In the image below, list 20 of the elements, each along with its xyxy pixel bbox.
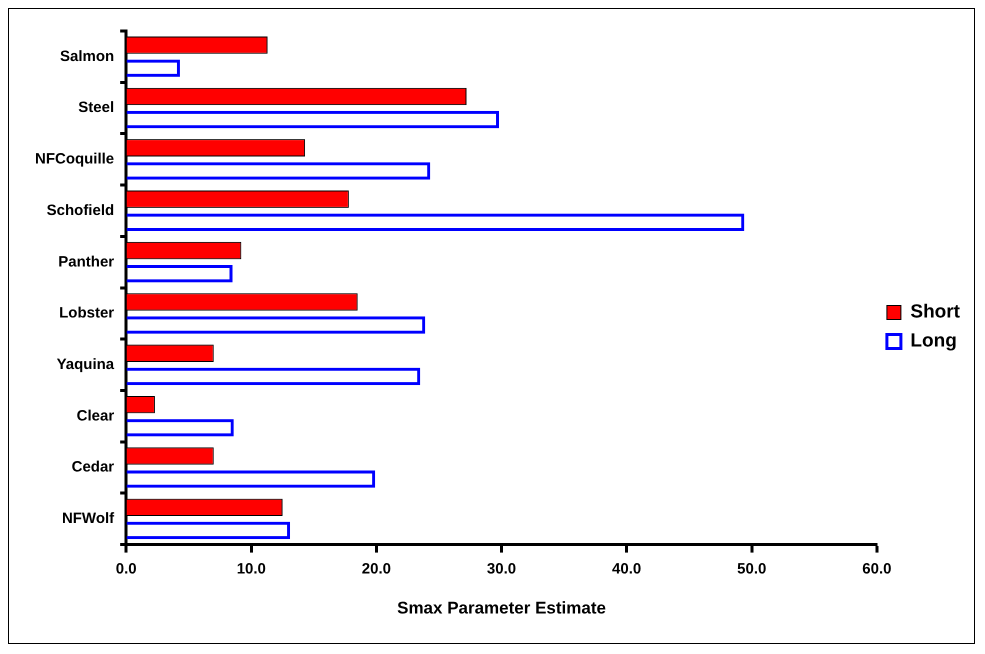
y-tick-label: Steel	[78, 99, 114, 116]
x-tick-label: 20.0	[362, 560, 392, 578]
x-tick-label: 50.0	[737, 560, 766, 578]
legend-label: Long	[910, 330, 957, 352]
x-tick-label: 40.0	[612, 560, 642, 578]
y-tick-label: Schofield	[46, 202, 114, 219]
y-tick-label: Panther	[58, 253, 114, 270]
y-tick-label: Cedar	[72, 458, 114, 476]
y-tick-label: Lobster	[59, 304, 114, 322]
x-tick-label: 0.0	[116, 560, 137, 578]
x-tick-label: 30.0	[486, 560, 516, 578]
y-tick-label: Salmon	[60, 48, 114, 65]
x-axis-title: Smax Parameter Estimate	[397, 598, 606, 618]
y-tick-label: NFCoquille	[34, 150, 114, 168]
legend-label: Short	[910, 302, 961, 323]
y-tick-label: Clear	[76, 407, 114, 424]
y-tick-label: NFWolf	[62, 510, 116, 528]
x-tick-label: 10.0	[236, 560, 266, 578]
y-tick-label: Yaquina	[56, 356, 115, 373]
x-tick-label: 60.0	[862, 560, 892, 578]
